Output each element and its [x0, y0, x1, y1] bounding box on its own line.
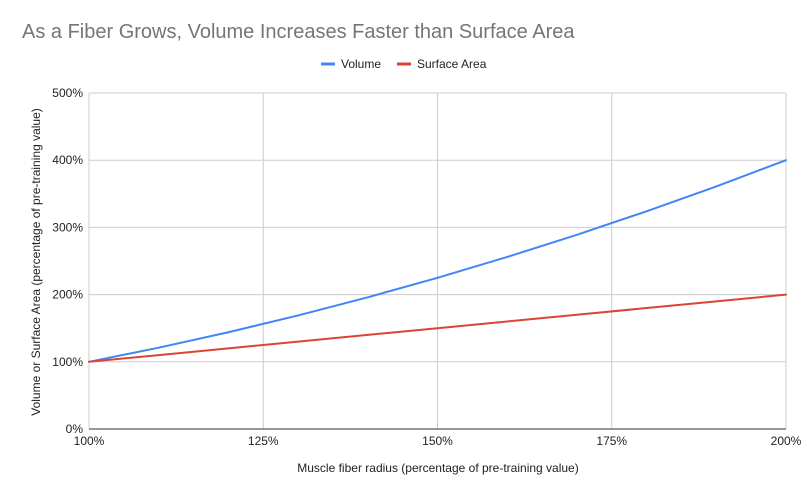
legend-label-surface-area: Surface Area [417, 57, 487, 71]
series-line-volume [88, 159, 787, 363]
series-lines [88, 159, 787, 363]
tick-labels: 0%100%200%300%400%500%100% 125% 150% 175% 20… [52, 86, 801, 448]
y-axis-title: Volume or Surface Area (percentage of pr… [29, 108, 43, 416]
y-tick-label: 200% [52, 288, 83, 302]
y-tick-label: 0% [66, 422, 84, 436]
gridlines [88, 92, 787, 429]
y-tick-label: 400% [52, 153, 83, 167]
y-tick-label: 300% [52, 220, 83, 234]
x-axis-title: Muscle fiber radius (percentage of pre-t… [297, 461, 578, 475]
x-tick-label: 100% [74, 434, 105, 448]
legend: Volume Surface Area [321, 57, 487, 71]
chart-title: As a Fiber Grows, Volume Increases Faste… [22, 21, 575, 43]
x-tick-label: 200% [771, 434, 802, 448]
y-tick-label: 500% [52, 86, 83, 100]
x-tick-label: 175% [596, 434, 627, 448]
x-tick-label: 125% [248, 434, 279, 448]
x-tick-label: 150% [422, 434, 453, 448]
y-tick-label: 100% [52, 355, 83, 369]
legend-label-volume: Volume [341, 57, 381, 71]
series-line-surface-area [88, 293, 787, 363]
